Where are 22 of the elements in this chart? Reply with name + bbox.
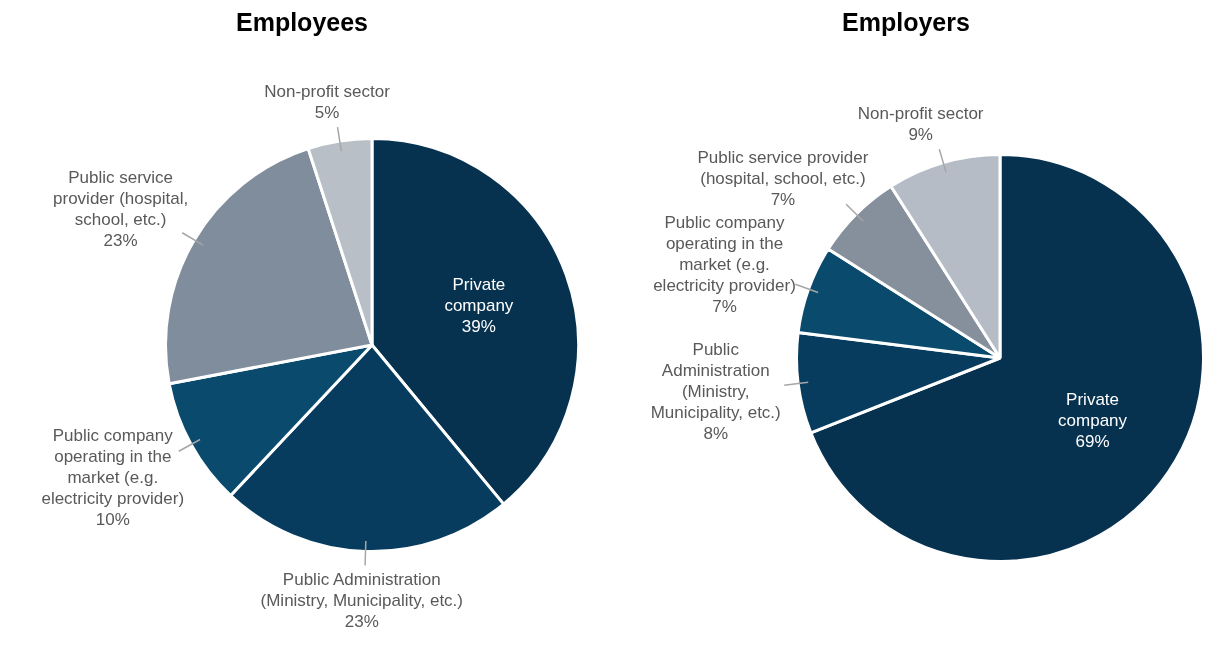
- slice-label: Private company: [444, 275, 514, 316]
- data-label: 69%: [1075, 431, 1110, 451]
- data-label: 5%: [314, 102, 340, 122]
- data-label: 8%: [703, 424, 729, 444]
- slice-label: Non-profit sector: [857, 104, 984, 124]
- slice-label: Public service provider (hospital, school, etc.): [53, 167, 189, 229]
- slice-label: Public company operating in the market (e.g. electricity provider): [41, 426, 185, 509]
- data-label: 23%: [103, 230, 138, 250]
- data-label: 7%: [712, 296, 737, 316]
- data-label: 39%: [461, 317, 496, 337]
- slice-label: Private company: [1058, 389, 1128, 430]
- slice-label: Public Administration (Ministry, Municipality, etc.): [260, 569, 463, 610]
- slice-label: Non-profit sector: [264, 81, 391, 101]
- data-label: 23%: [344, 611, 379, 631]
- data-label: 9%: [908, 125, 933, 145]
- chart-title: Employers: [841, 8, 971, 37]
- slice-label: Public company operating in the market (e.g. electricity provider): [653, 212, 796, 295]
- chart-title: Employees: [235, 8, 369, 37]
- data-label: 10%: [95, 510, 130, 530]
- data-label: 7%: [770, 189, 796, 209]
- slice-label: Public service provider (hospital, school, etc.): [697, 147, 869, 188]
- slice-label: Public Administration (Ministry, Municipality, etc.): [650, 340, 781, 423]
